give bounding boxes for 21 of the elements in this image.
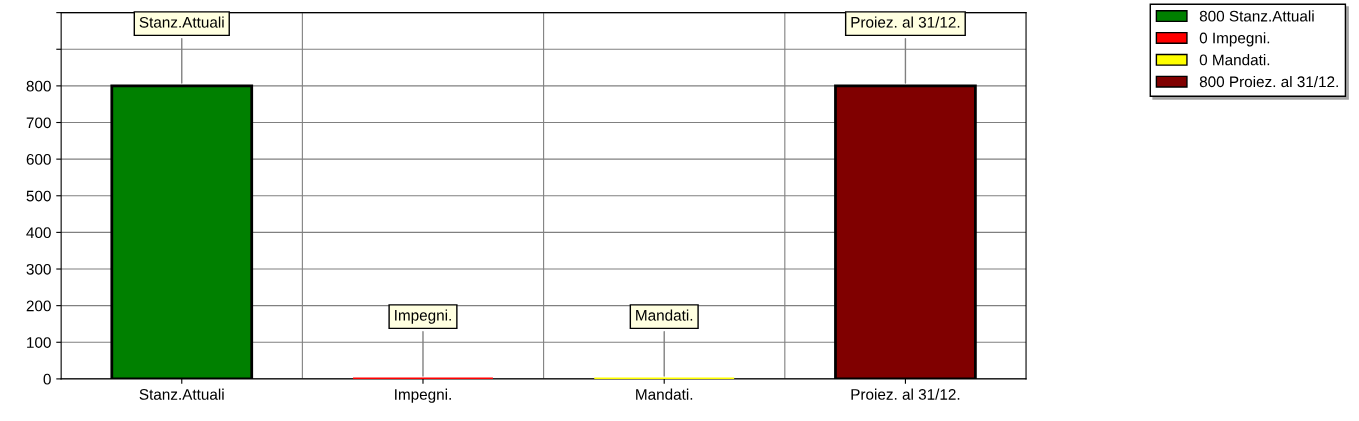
y-tick-label: 400 <box>26 227 51 239</box>
legend-label: 800 Proiez. al 31/12. <box>1199 75 1338 88</box>
annotation: Proiez. al 31/12. <box>851 16 960 28</box>
y-tick-label: 800 <box>26 80 51 92</box>
x-tick-label: Stanz.Attuali <box>139 388 224 400</box>
legend-label: 0 Mandati. <box>1199 54 1270 66</box>
x-tick-label: Mandati. <box>636 388 693 400</box>
y-tick-label: 200 <box>26 300 51 312</box>
y-tick-label: 700 <box>26 117 51 129</box>
y-tick-label: 600 <box>26 154 51 165</box>
annotation: Impegni. <box>395 309 451 324</box>
y-tick-label: 100 <box>27 337 51 348</box>
y-tick-label: 500 <box>26 190 51 202</box>
x-tick-label: Proiez. al 31/12. <box>851 388 960 400</box>
annotation: Mandati. <box>636 309 693 321</box>
y-tick-label: 300 <box>26 263 51 275</box>
x-tick-label: Impegni. <box>395 388 451 403</box>
annotation: Stanz.Attuali <box>139 16 224 28</box>
y-tick-label: 0 <box>43 373 51 385</box>
legend-label: 0 Impegni. <box>1199 32 1270 47</box>
legend-label: 800 Stanz.Attuali <box>1199 10 1314 22</box>
